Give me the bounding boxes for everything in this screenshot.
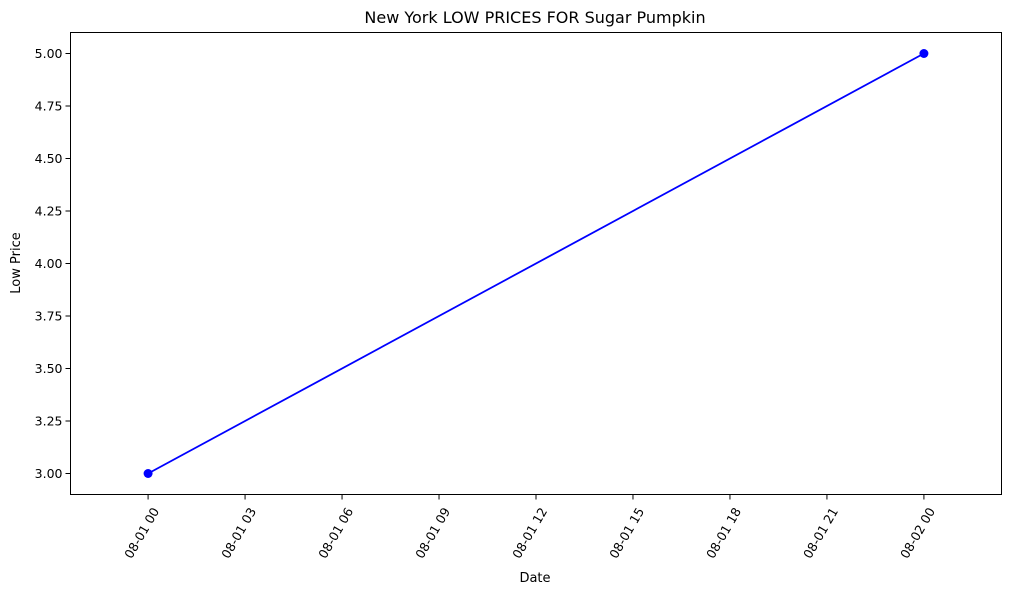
- data-point: [143, 469, 153, 478]
- y-tick-label: 5.00: [35, 46, 63, 61]
- y-axis-label: Low Price: [9, 232, 24, 293]
- y-tick-label: 4.50: [35, 151, 63, 166]
- x-tick-label: 08-02 00: [897, 505, 938, 561]
- y-tick-label: 3.75: [35, 309, 63, 324]
- series-line: [147, 52, 925, 475]
- y-tick-label: 4.25: [35, 204, 63, 219]
- chart-title: New York LOW PRICES FOR Sugar Pumpkin: [364, 8, 705, 27]
- data-point: [919, 49, 929, 58]
- y-tick-label: 3.50: [35, 361, 63, 376]
- y-axis: 3.00 3.25 3.50 3.75 4.00 4.25 4.50 4.75 5.00: [35, 46, 71, 481]
- y-tick-label: 4.00: [35, 256, 63, 271]
- x-tick-label: 08-01 00: [121, 505, 162, 561]
- x-tick-label: 08-01 15: [606, 505, 647, 561]
- x-tick-label: 08-01 09: [412, 505, 453, 561]
- x-axis-label: Date: [519, 571, 550, 586]
- x-axis: 08-01 00 08-01 03 08-01 06 08-01 09 08-01 12…: [121, 494, 938, 561]
- y-tick-label: 3.00: [35, 466, 63, 481]
- x-tick-label: 08-01 03: [218, 505, 259, 561]
- x-tick-label: 08-01 18: [703, 505, 744, 561]
- plot-area: [143, 49, 929, 478]
- x-tick-label: 08-01 06: [315, 505, 356, 561]
- y-tick-label: 4.75: [35, 99, 63, 114]
- y-tick-label: 3.25: [35, 414, 63, 429]
- x-tick-label: 08-01 12: [509, 505, 550, 561]
- x-tick-label: 08-01 21: [800, 505, 841, 561]
